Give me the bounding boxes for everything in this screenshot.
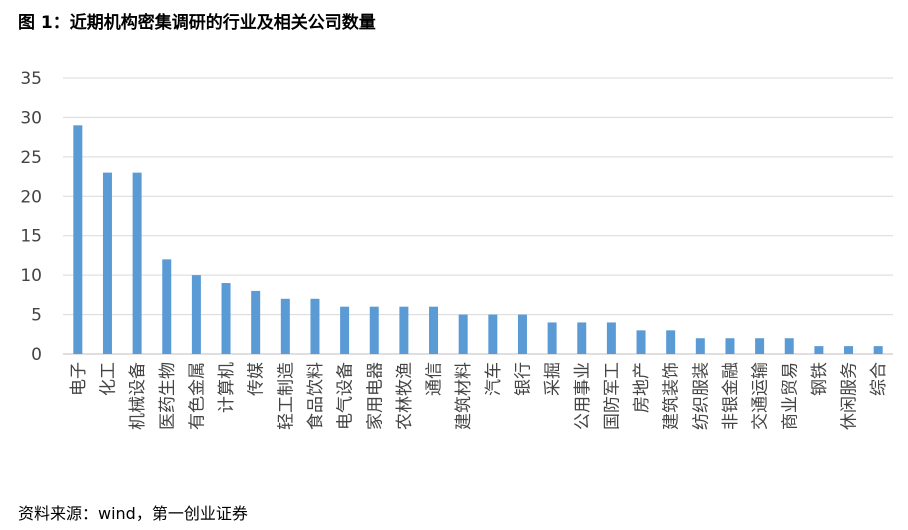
y-tick-label: 15 [20, 227, 42, 247]
x-tick-label: 轻工制造 [276, 362, 296, 430]
bar [280, 298, 290, 354]
x-tick-label: 休闲服务 [840, 362, 860, 430]
x-axis: 电子 化工 机械设备 医药生物 有色金属 计算机 传媒 轻工制造 食品饮料 电气设备 家用电器 农林牧… [69, 362, 889, 430]
y-axis: 0 5 10 15 20 25 30 35 [20, 69, 42, 365]
bar [162, 259, 172, 354]
bar [310, 298, 320, 354]
x-tick-label: 电气设备 [336, 362, 356, 430]
bar [666, 330, 676, 354]
y-tick-label: 5 [31, 306, 42, 326]
bar [636, 330, 646, 354]
bar [102, 172, 112, 354]
bar [844, 346, 854, 354]
bar [577, 322, 587, 354]
y-tick-label: 25 [20, 148, 42, 168]
bar [695, 338, 705, 354]
y-tick-label: 0 [31, 345, 42, 365]
x-tick-label: 房地产 [632, 362, 652, 413]
x-tick-label: 通信 [425, 362, 445, 396]
x-tick-label: 家用电器 [365, 362, 385, 430]
bar [814, 346, 824, 354]
source-note: 资料来源：wind，第一创业证券 [18, 504, 248, 523]
x-tick-label: 国防军工 [602, 362, 622, 430]
chart-title: 图 1：近期机构密集调研的行业及相关公司数量 [18, 13, 376, 33]
bar [399, 306, 409, 354]
x-tick-label: 电子 [69, 362, 89, 396]
bar [429, 306, 439, 354]
bar [251, 290, 261, 354]
x-tick-label: 计算机 [217, 362, 237, 413]
bar [547, 322, 557, 354]
bars [73, 125, 883, 354]
gridlines [63, 77, 893, 355]
bar [369, 306, 379, 354]
x-tick-label: 医药生物 [158, 362, 178, 430]
y-tick-label: 10 [20, 266, 42, 286]
bar [488, 314, 498, 354]
x-tick-label: 农林牧渔 [395, 362, 415, 430]
bar [73, 125, 83, 354]
x-tick-label: 采掘 [543, 362, 563, 396]
x-tick-label: 纺织服装 [691, 362, 711, 430]
x-tick-label: 公用事业 [573, 362, 593, 430]
x-tick-label: 银行 [513, 362, 533, 396]
bar [784, 338, 794, 354]
x-tick-label: 汽车 [484, 362, 504, 396]
x-tick-label: 非银金融 [721, 362, 741, 430]
x-tick-label: 有色金属 [187, 362, 207, 430]
y-tick-label: 20 [20, 187, 42, 207]
x-tick-label: 综合 [869, 362, 889, 396]
x-tick-label: 建筑材料 [454, 362, 474, 430]
bar [191, 275, 201, 354]
bar [755, 338, 765, 354]
bar [517, 314, 527, 354]
x-tick-label: 交通运输 [751, 362, 771, 430]
y-tick-label: 30 [20, 108, 42, 128]
x-tick-label: 机械设备 [128, 362, 148, 430]
bar [725, 338, 735, 354]
bar [606, 322, 616, 354]
x-tick-label: 传媒 [247, 362, 267, 396]
bar [340, 306, 350, 354]
x-tick-label: 商业贸易 [780, 362, 800, 430]
x-tick-label: 建筑装饰 [662, 362, 682, 430]
bar [458, 314, 468, 354]
x-tick-label: 钢铁 [810, 362, 830, 396]
bar [873, 346, 883, 354]
bar [221, 283, 231, 354]
y-tick-label: 35 [20, 69, 42, 89]
x-tick-label: 化工 [98, 362, 118, 396]
x-tick-label: 食品饮料 [306, 362, 326, 430]
bar [132, 172, 142, 354]
